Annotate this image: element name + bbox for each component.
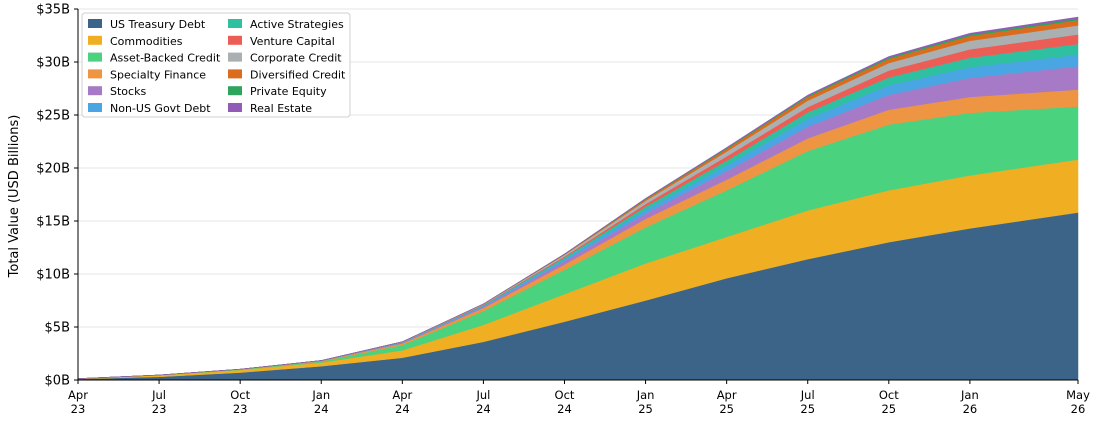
x-tick-label-month: Jan [311,388,330,402]
x-tick-label-month: Oct [555,388,575,402]
legend-swatch [88,103,102,112]
legend-entry-label: Asset-Backed Credit [110,52,221,65]
legend-swatch [228,86,242,96]
x-tick-label-month: Jan [960,388,979,402]
y-tick-label: $5B [45,321,70,336]
legend: US Treasury Debt Commodities Asset-Backed … [81,12,351,118]
legend-entry-label: Private Equity [250,85,327,98]
x-tick-label-month: Apr [392,388,412,402]
area-layer [77,16,1079,381]
legend-swatch [228,69,242,79]
legend-entry-label: Commodities [110,35,183,48]
area-series-real-estate [77,16,1079,379]
x-tick-label-month: May [1066,388,1090,402]
y-tick-label: $35B [36,3,70,18]
y-tick-label: $0B [45,374,70,389]
y-axis-title: Total Value (USD Billions) [7,115,22,279]
legend-swatch [88,19,102,28]
x-tick-label-year: 24 [476,402,491,416]
legend-entry-label: Corporate Credit [250,52,342,65]
x-tick-label-month: Jul [151,388,166,402]
x-tick-label-year: 26 [963,402,978,416]
x-tick-label-year: 24 [314,402,329,416]
legend-swatch [88,86,102,96]
legend-swatch [88,69,102,79]
x-tick-label-year: 25 [800,402,815,416]
legend-entry-label: Diversified Credit [250,68,346,81]
x-tick-label-year: 26 [1071,402,1086,416]
x-tick-label-month: Apr [68,388,88,402]
y-tick-label: $15B [36,215,70,230]
legend-swatch [88,52,102,62]
x-tick-label-year: 25 [881,402,896,416]
x-tick-label-month: Oct [230,388,250,402]
legend-swatch [228,35,242,45]
legend-swatch [88,35,102,45]
x-tick-label-year: 23 [152,402,167,416]
legend-swatch [228,103,242,112]
legend-swatch [228,52,242,62]
legend-entry-label: Stocks [110,85,146,98]
y-tick-label: $25B [36,109,70,124]
legend-swatch [228,19,242,28]
legend-entry-label: US Treasury Debt [110,18,206,31]
x-tick-label-month: Jul [475,388,490,402]
legend-entry-label: Venture Capital [250,35,335,48]
legend-entry-label: Specialty Finance [110,68,206,81]
x-tick-label-year: 25 [638,402,653,416]
legend-entry-label: Real Estate [250,102,312,115]
x-tick-label-month: Oct [879,388,899,402]
x-tick-label-year: 23 [233,402,248,416]
y-tick-label: $20B [36,162,70,177]
x-tick-label-year: 24 [395,402,410,416]
x-tick-label-month: Jul [800,388,815,402]
x-tick-label-month: Apr [717,388,737,402]
x-tick-label-year: 23 [71,402,86,416]
axis-layer: $0B$5B$10B$15B$20B$25B$30B$35BApr23Jul23… [36,3,1090,417]
y-tick-label: $10B [36,268,70,283]
x-tick-label-year: 24 [557,402,572,416]
x-tick-label-month: Jan [636,388,655,402]
legend-frame [81,12,351,118]
y-tick-label: $30B [36,56,70,71]
legend-entry-label: Non-US Govt Debt [110,102,211,115]
x-tick-label-year: 25 [719,402,734,416]
legend-entry-label: Active Strategies [250,18,344,31]
